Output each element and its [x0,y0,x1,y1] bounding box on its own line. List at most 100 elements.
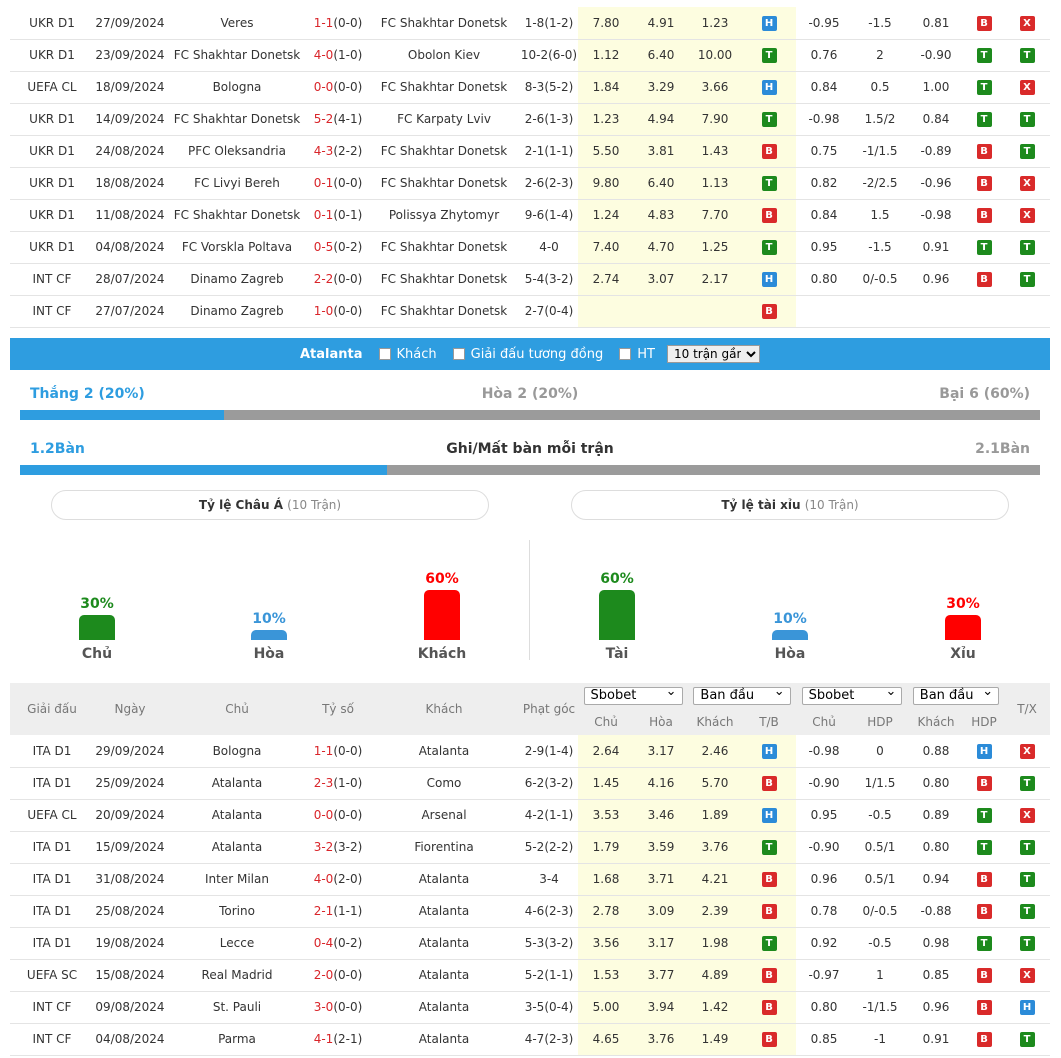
bookmaker-select-1-value[interactable]: Sbobet [583,684,683,705]
ht-checkbox[interactable] [619,348,632,360]
away-team-cell-text[interactable]: Atalanta [418,872,470,886]
home-team-cell-text[interactable]: Parma [218,1032,256,1046]
away-checkbox-label[interactable]: Khách [396,346,437,362]
home-team-cell-text[interactable]: Atalanta [211,808,263,822]
away-team-cell[interactable]: Atalanta [368,863,520,896]
home-team-cell[interactable]: Bologna [166,735,308,768]
away-team-cell[interactable]: Atalanta [368,959,520,992]
odds-type-select-2-value[interactable]: Ban đầu [912,684,1000,705]
same-league-checkbox[interactable] [452,348,465,360]
home-team-cell[interactable]: PFC Oleksandria [166,135,308,168]
away-team-cell-text[interactable]: FC Shakhtar Donetsk [380,176,508,190]
home-team-cell[interactable]: FC Shakhtar Donetsk [166,39,308,72]
home-team-cell[interactable]: Atalanta [166,767,308,800]
ah-away-cell: 0.96 [908,991,964,1024]
bookmaker-select-2[interactable]: Sbobet [796,683,908,709]
home-team-cell[interactable]: FC Vorskla Poltava [166,231,308,264]
home-team-cell-text[interactable]: FC Shakhtar Donetsk [173,48,301,62]
away-team-cell[interactable]: Atalanta [368,735,520,768]
away-team-cell-text[interactable]: FC Shakhtar Donetsk [380,15,508,30]
away-team-cell-text[interactable]: Como [426,776,462,790]
home-team-cell[interactable]: Atalanta [166,831,308,864]
away-team-cell-text[interactable]: FC Shakhtar Donetsk [380,304,508,318]
away-team-cell[interactable]: Fiorentina [368,831,520,864]
away-team-cell-text[interactable]: Atalanta [418,1032,470,1046]
away-team-cell[interactable]: Atalanta [368,991,520,1024]
home-team-cell-text[interactable]: Atalanta [211,840,263,854]
away-team-cell[interactable]: Arsenal [368,799,520,832]
away-team-cell-text[interactable]: FC Karpaty Lviv [397,112,491,126]
recent-matches-select[interactable]: 10 trận gần [666,345,760,363]
home-team-cell-text[interactable]: Dinamo Zagreb [190,304,284,318]
away-team-cell-text[interactable]: Atalanta [418,743,470,758]
home-team-cell[interactable]: FC Shakhtar Donetsk [166,103,308,136]
table-row: INT CF 04/08/2024 Parma 4-1(2-1) Atalanta 4-7… [10,1023,1050,1056]
home-team-cell[interactable]: Lecce [166,927,308,960]
home-team-cell-text[interactable]: Veres [220,15,254,30]
away-team-cell-text[interactable]: Polissya Zhytomyr [388,208,500,222]
away-team-cell[interactable]: Como [368,767,520,800]
home-team-cell[interactable]: Veres [166,7,308,40]
bookmaker-select-1[interactable]: Sbobet [578,683,688,709]
ah-home-cell: 0.95 [796,799,852,832]
away-team-cell-text[interactable]: Atalanta [418,936,470,950]
home-team-cell-text[interactable]: Inter Milan [205,872,269,886]
away-team-cell[interactable]: FC Shakhtar Donetsk [368,135,520,168]
home-team-cell-text[interactable]: FC Livyi Bereh [194,176,280,190]
away-team-cell[interactable]: Atalanta [368,1023,520,1056]
home-team-cell-text[interactable]: Bologna [212,743,262,758]
same-league-checkbox-label[interactable]: Giải đấu tương đồng [470,346,604,362]
home-team-cell[interactable]: Dinamo Zagreb [166,295,308,328]
half-time-score: (2-0) [333,872,363,886]
ah-result-cell: T [964,103,1004,136]
odds-type-select-1-value[interactable]: Ban đầu [693,684,791,705]
away-team-cell[interactable]: FC Shakhtar Donetsk [368,71,520,104]
away-team-cell[interactable]: FC Karpaty Lviv [368,103,520,136]
home-team-cell-text[interactable]: Lecce [219,936,255,950]
home-team-cell-text[interactable]: Dinamo Zagreb [190,272,284,286]
odds-type-select-2[interactable]: Ban đầu [908,683,1004,709]
home-team-cell[interactable]: FC Shakhtar Donetsk [166,199,308,232]
home-team-cell[interactable]: Parma [166,1023,308,1056]
away-team-cell-text[interactable]: FC Shakhtar Donetsk [380,272,508,286]
home-team-cell-text[interactable]: PFC Oleksandria [188,144,286,158]
home-team-cell[interactable]: Torino [166,895,308,928]
home-team-cell[interactable]: Bologna [166,71,308,104]
home-team-cell[interactable]: Atalanta [166,799,308,832]
away-team-cell-text[interactable]: FC Shakhtar Donetsk [380,240,508,254]
away-team-cell-text[interactable]: FC Shakhtar Donetsk [380,80,508,94]
away-team-cell[interactable]: Atalanta [368,895,520,928]
away-team-cell[interactable]: Atalanta [368,927,520,960]
bookmaker-select-2-value[interactable]: Sbobet [801,684,903,705]
away-team-cell[interactable]: Polissya Zhytomyr [368,199,520,232]
odds-type-select-1[interactable]: Ban đầu [688,683,796,709]
away-team-cell-text[interactable]: FC Shakhtar Donetsk [380,144,508,158]
away-team-cell-text[interactable]: Atalanta [418,1000,470,1014]
away-team-cell[interactable]: FC Shakhtar Donetsk [368,295,520,328]
home-team-cell-text[interactable]: FC Vorskla Poltava [181,240,293,254]
home-team-cell[interactable]: Inter Milan [166,863,308,896]
away-checkbox[interactable] [378,348,391,360]
home-team-cell-text[interactable]: Torino [219,904,255,918]
ht-checkbox-label[interactable]: HT [637,346,655,362]
home-team-cell[interactable]: St. Pauli [166,991,308,1024]
away-team-cell[interactable]: Obolon Kiev [368,39,520,72]
home-team-cell-text[interactable]: Atalanta [211,776,263,790]
away-team-cell-text[interactable]: Fiorentina [414,840,474,854]
away-team-cell[interactable]: FC Shakhtar Donetsk [368,7,520,40]
away-team-cell[interactable]: FC Shakhtar Donetsk [368,231,520,264]
home-team-cell[interactable]: FC Livyi Bereh [166,167,308,200]
away-team-cell[interactable]: FC Shakhtar Donetsk [368,167,520,200]
away-team-cell-text[interactable]: Obolon Kiev [407,48,481,62]
home-team-cell-text[interactable]: St. Pauli [212,1000,262,1014]
home-team-cell-text[interactable]: Real Madrid [201,968,273,982]
away-team-cell-text[interactable]: Arsenal [421,808,467,822]
home-team-cell[interactable]: Real Madrid [166,959,308,992]
home-team-cell[interactable]: Dinamo Zagreb [166,263,308,296]
away-team-cell-text[interactable]: Atalanta [418,904,470,918]
away-team-cell[interactable]: FC Shakhtar Donetsk [368,263,520,296]
home-team-cell-text[interactable]: Bologna [212,80,262,94]
home-team-cell-text[interactable]: FC Shakhtar Donetsk [173,208,301,222]
away-team-cell-text[interactable]: Atalanta [418,968,470,982]
home-team-cell-text[interactable]: FC Shakhtar Donetsk [173,112,301,126]
